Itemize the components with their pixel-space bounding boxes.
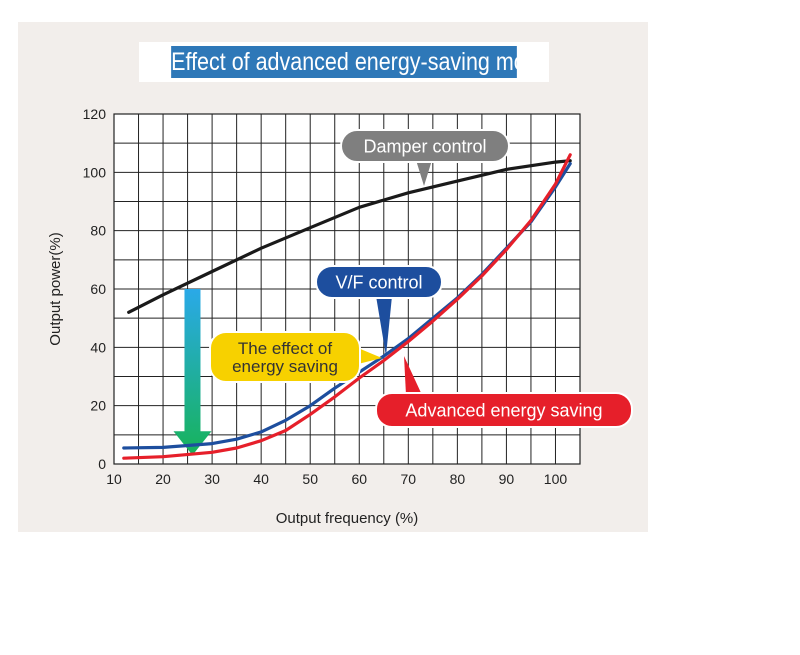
chart-title: Effect of advanced energy-saving mode <box>171 46 550 78</box>
callout-vf-control-pointer <box>376 296 392 356</box>
chart-plot: 10 20 30 40 50 60 70 80 90 100 0 20 40 60 80 100 120 Outp… <box>47 106 633 527</box>
callout-advanced-energy-saving-text: Advanced energy saving <box>405 400 602 420</box>
series-line-damper-control <box>127 159 572 314</box>
x-tick-label: 90 <box>499 471 515 487</box>
y-tick-label: 120 <box>83 106 107 122</box>
x-tick-label: 60 <box>351 471 367 487</box>
callout-advanced-energy-saving-pointer <box>404 356 422 395</box>
callout-damper-control-box <box>340 129 510 163</box>
chart-figure: Effect of advanced energy-saving mode 10… <box>18 22 648 532</box>
callout-damper-control-pointer <box>416 160 432 186</box>
x-tick-label: 100 <box>544 471 568 487</box>
chart-title-box: Effect of advanced energy-saving mode <box>139 42 550 82</box>
x-tick-label: 10 <box>106 471 122 487</box>
callout-vf-control-box <box>315 265 443 299</box>
x-axis-label: Output frequency (%) <box>276 510 419 527</box>
y-tick-label: 80 <box>90 223 106 239</box>
y-tick-label: 40 <box>90 339 106 355</box>
y-tick-label: 20 <box>90 398 106 414</box>
y-tick-label: 60 <box>90 281 106 297</box>
plot-frame <box>113 113 581 465</box>
x-tick-label: 50 <box>302 471 318 487</box>
y-tick-label: 0 <box>98 456 106 472</box>
x-tick-label: 40 <box>253 471 269 487</box>
x-tick-label: 20 <box>155 471 171 487</box>
callout-effect-of-energy-saving-pointer <box>358 348 382 364</box>
x-tick-label: 30 <box>204 471 220 487</box>
callout-vf-control-text: V/F control <box>335 272 422 292</box>
y-axis-label: Output power(%) <box>47 232 64 345</box>
callout-effect-of-energy-saving-text: energy saving <box>232 357 338 376</box>
callout-effect-of-energy-saving-text: The effect of <box>238 339 332 358</box>
callout-advanced-energy-saving-box <box>375 392 633 428</box>
y-tick-label: 100 <box>83 164 107 180</box>
x-tick-label: 80 <box>450 471 466 487</box>
callout-damper-control-text: Damper control <box>363 136 486 156</box>
callout-effect-of-energy-saving-box <box>209 331 361 383</box>
series-line-advanced-energy-saving <box>122 153 572 460</box>
x-tick-label: 70 <box>401 471 417 487</box>
energy-saving-arrow <box>173 289 212 456</box>
